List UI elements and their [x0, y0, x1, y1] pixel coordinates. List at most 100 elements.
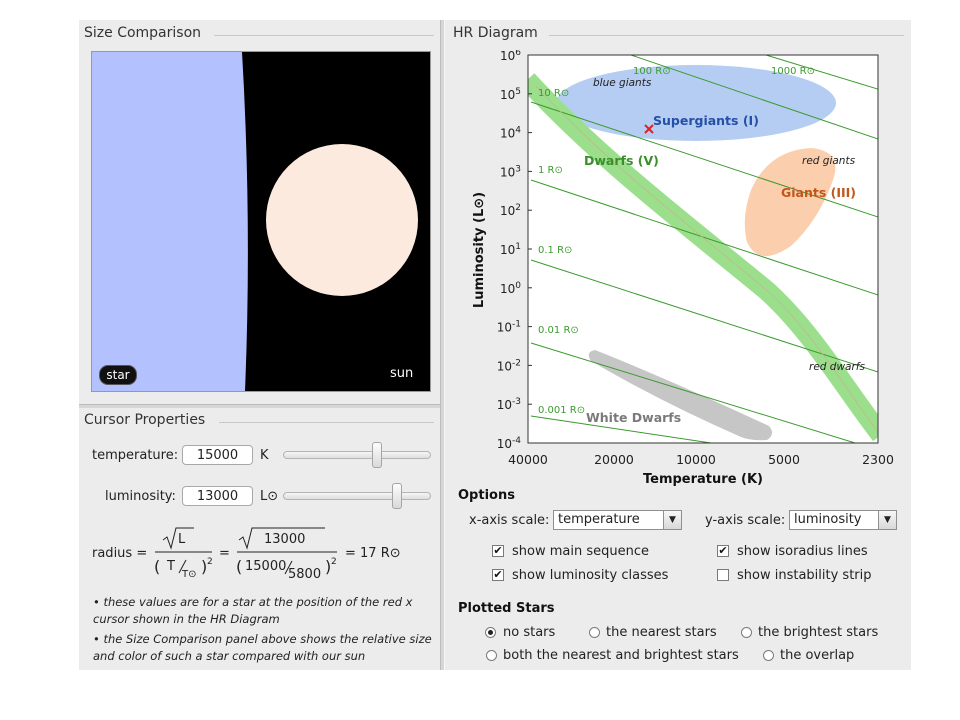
luminosity-input[interactable]: 13000: [182, 486, 253, 506]
temperature-slider-thumb[interactable]: [372, 442, 382, 468]
isoradius-0.01: [530, 342, 857, 443]
radius-result: = 17 R⊙: [345, 546, 401, 561]
radio-nearest-and-brightest[interactable]: [486, 650, 497, 661]
power-2: 2: [331, 557, 337, 567]
radio-nearest-and-brightest-label: both the nearest and brightest stars: [503, 648, 739, 663]
y-tick-label: 103: [500, 164, 521, 179]
red-x-cursor[interactable]: [644, 124, 654, 134]
isoradius-100: [630, 55, 878, 140]
paren-close-1: ): [201, 557, 207, 576]
y-scale-value: luminosity: [794, 512, 862, 527]
red-giants-label: red giants: [802, 155, 856, 167]
x-scale-value: temperature: [558, 512, 640, 527]
luminosity-slider-thumb[interactable]: [392, 483, 402, 509]
radius-label: radius =: [92, 546, 147, 561]
isoradius-1: [530, 179, 878, 296]
luminosity-label: luminosity:: [105, 489, 176, 504]
sqrt-sign-2: [238, 527, 325, 550]
panel-divider: [440, 20, 445, 670]
app-window: Size Comparison star sun Cursor Properti…: [79, 20, 911, 670]
white-dwarfs-label: White Dwarfs: [586, 410, 681, 425]
giants-region: [744, 148, 836, 257]
y-tick-label: 106: [500, 50, 521, 63]
radio-nearest-stars[interactable]: [589, 627, 600, 638]
isoradius-label-1000: 1000 R⊙: [771, 66, 815, 77]
size-panel-title: Size Comparison: [84, 25, 208, 41]
radio-brightest-stars-label: the brightest stars: [758, 625, 879, 640]
T-sun: T⊙: [181, 569, 197, 580]
chevron-down-icon[interactable]: ▼: [878, 511, 896, 529]
temperature-input[interactable]: 15000: [182, 445, 253, 465]
x-tick-label: 10000: [676, 452, 716, 467]
show-luminosity-classes-checkbox[interactable]: ✔: [492, 568, 504, 581]
supergiants-label: Supergiants (I): [653, 113, 759, 128]
options-heading: Options: [458, 488, 515, 503]
hr-diagram-svg[interactable]: 0.001 R⊙ 0.01 R⊙ 0.1 R⊙ 1 R⊙ 10 R⊙ 100 R…: [451, 48, 911, 490]
note-cursor-position: • these values are for a star at the pos…: [93, 595, 413, 626]
x-scale-label: x-axis scale:: [469, 513, 550, 528]
slash-1: [178, 559, 187, 574]
y-tick-label: 10-1: [497, 320, 521, 335]
sun-disk: [266, 144, 418, 296]
show-main-sequence-label: show main sequence: [512, 544, 649, 559]
x-tick-label: 2300: [862, 452, 894, 467]
supergiants-region: [556, 65, 836, 141]
isoradius-1000: [765, 55, 878, 90]
temperature-slider-track[interactable]: [283, 451, 431, 459]
sqrt-sign-1: [162, 527, 194, 550]
cursor-panel-title: Cursor Properties: [84, 412, 212, 428]
isoradius-lines: [530, 55, 878, 443]
temperature-label: temperature:: [92, 448, 179, 463]
chevron-down-icon[interactable]: ▼: [663, 511, 681, 529]
y-tick-label: 10-2: [497, 358, 521, 373]
y-axis-title: Luminosity (L⊙): [472, 192, 487, 308]
y-tick-label: 104: [500, 126, 521, 141]
radio-overlap[interactable]: [763, 650, 774, 661]
sqrt-L: L: [178, 532, 186, 547]
paren-close-2: ): [325, 557, 331, 576]
main-sequence-center: [535, 85, 878, 433]
cursor-panel-groove: [219, 422, 434, 423]
radio-no-stars[interactable]: [485, 627, 496, 638]
show-isoradius-label: show isoradius lines: [737, 544, 868, 559]
isoradius-label-0.001: 0.001 R⊙: [538, 405, 585, 416]
left-panel-separator: [79, 404, 440, 408]
star-label: star: [99, 365, 137, 385]
blue-giants-label: blue giants: [593, 77, 652, 89]
radio-brightest-stars[interactable]: [741, 627, 752, 638]
y-tick-label: 100: [500, 281, 521, 296]
radio-no-stars-label: no stars: [503, 625, 556, 640]
x-axis-ticks: 40000 20000 10000 5000 2300: [508, 452, 894, 467]
y-tick-label: 102: [500, 203, 521, 218]
show-instability-strip-checkbox[interactable]: [717, 569, 729, 581]
show-isoradius-checkbox[interactable]: ✔: [717, 544, 729, 557]
dwarfs-label: Dwarfs (V): [584, 153, 659, 168]
y-tick-label: 101: [500, 242, 521, 257]
size-comparison-view: star sun: [91, 51, 431, 392]
size-comparison-svg: [92, 52, 418, 391]
hr-panel-title: HR Diagram: [453, 25, 544, 41]
show-luminosity-classes-label: show luminosity classes: [512, 568, 669, 583]
giants-label: Giants (III): [781, 185, 856, 200]
isoradius-10: [530, 101, 878, 218]
y-tick-label: 105: [500, 87, 521, 102]
x-scale-select[interactable]: temperature ▼: [553, 510, 682, 530]
size-panel-groove: [214, 35, 434, 36]
radius-formula: radius = L ( T T⊙ ) 2 = 13000 ( 15000 58…: [79, 520, 439, 590]
hr-panel-groove: [549, 35, 904, 36]
x-tick-label: 5000: [768, 452, 800, 467]
y-scale-select[interactable]: luminosity ▼: [789, 510, 897, 530]
hr-diagram[interactable]: 0.001 R⊙ 0.01 R⊙ 0.1 R⊙ 1 R⊙ 10 R⊙ 100 R…: [451, 48, 911, 490]
radio-nearest-stars-label: the nearest stars: [606, 625, 717, 640]
luminosity-unit: L⊙: [260, 489, 279, 504]
luminosity-slider-track[interactable]: [283, 492, 431, 500]
star-disk: [92, 52, 248, 391]
isoradius-label-0.01: 0.01 R⊙: [538, 325, 579, 336]
num-value: 13000: [264, 532, 305, 547]
show-main-sequence-checkbox[interactable]: ✔: [492, 544, 504, 557]
radio-overlap-label: the overlap: [780, 648, 855, 663]
isoradius-label-0.1: 0.1 R⊙: [538, 245, 572, 256]
power-1: 2: [207, 557, 213, 567]
red-dwarfs-label: red dwarfs: [809, 361, 865, 373]
radius-formula-svg: radius = L ( T T⊙ ) 2 = 13000 ( 15000 58…: [92, 527, 401, 582]
